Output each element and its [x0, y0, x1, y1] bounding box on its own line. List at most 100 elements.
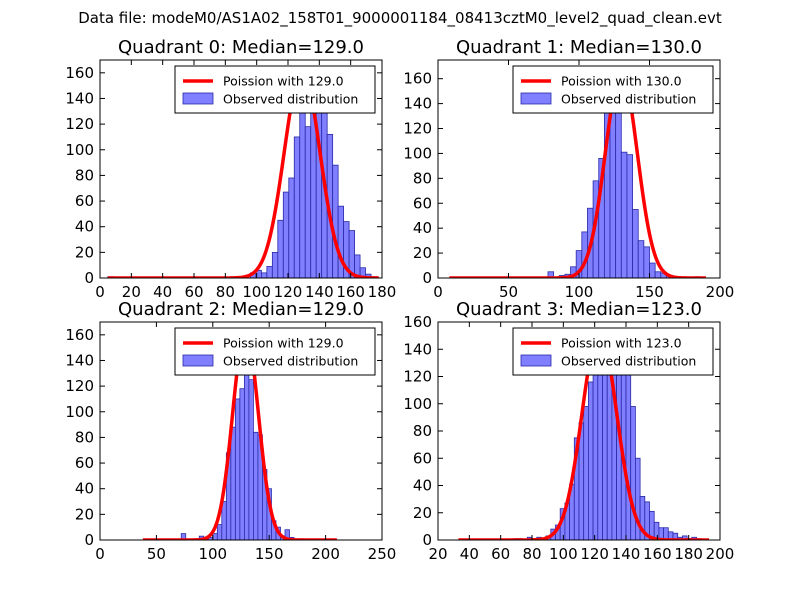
x-tick-label: 80: [216, 283, 235, 301]
y-tick-label: 40: [75, 218, 94, 236]
chart-title: Quadrant 2: Median=129.0: [118, 299, 364, 320]
x-tick-label: 100: [198, 545, 227, 563]
y-tick-label: 80: [75, 166, 94, 184]
y-tick-label: 100: [65, 403, 94, 421]
x-tick-label: 200: [706, 283, 735, 301]
y-tick-label: 160: [403, 313, 432, 331]
axes-frame: [99, 321, 383, 541]
histogram-bar: [620, 151, 628, 278]
chart-title: Quadrant 0: Median=129.0: [118, 37, 364, 58]
chart-panel-0: 0 20 40 60 80 100 120 140 160 1800204060801001201…: [65, 37, 396, 301]
histogram-bar: [234, 398, 241, 540]
histogram-bar: [253, 431, 259, 540]
poisson-model-line: [448, 70, 707, 278]
y-tick-label: 140: [65, 89, 94, 107]
axes-frame: [99, 59, 383, 279]
histogram-bar: [625, 373, 632, 540]
chart-panel-2: 0 50 100 150 200 250 0 20 40 60 80 100 120 140 160 Quad…: [65, 299, 396, 563]
histogram-bar: [588, 381, 594, 540]
x-tick-label: 150: [635, 283, 664, 301]
x-tick-label: 50: [499, 283, 518, 301]
y-tick-label: 140: [65, 351, 94, 369]
chart-title: Quadrant 3: Median=123.0: [456, 299, 702, 320]
histogram-bar: [216, 524, 223, 540]
histogram-bar: [672, 532, 679, 540]
histogram-bar: [180, 533, 187, 540]
histogram-bar: [632, 209, 639, 278]
histogram-bar: [332, 164, 339, 278]
x-tick-label: 50: [147, 545, 166, 563]
histogram-bar: [348, 230, 355, 278]
histogram-bar: [592, 365, 599, 540]
histogram-bar: [354, 254, 361, 278]
x-tick-label: 120: [580, 545, 609, 563]
legend-entry-model: Poission with 129.0: [223, 336, 344, 351]
x-tick-label: 140: [305, 283, 334, 301]
histogram-bar: [649, 262, 656, 278]
histogram-bar: [583, 406, 589, 540]
legend-entry-observed: Observed distribution: [223, 92, 358, 107]
x-tick-label: 120: [274, 283, 303, 301]
y-tick-label: 80: [413, 169, 432, 187]
y-tick-label: 60: [413, 449, 432, 467]
histogram-bar: [266, 266, 273, 278]
legend-entry-observed: Observed distribution: [223, 354, 358, 369]
y-tick-label: 120: [403, 120, 432, 138]
y-tick-label: 100: [403, 144, 432, 162]
x-tick-label: 150: [255, 545, 284, 563]
histogram-bar: [212, 533, 218, 540]
y-tick-label: 40: [75, 480, 94, 498]
histogram-bar: [260, 272, 268, 278]
chart-panel-3: 20 40 60 80 100 120 140 160 180 20002040608010012…: [403, 299, 734, 563]
y-tick-label: 20: [413, 244, 432, 262]
x-tick-label: 20: [428, 545, 447, 563]
histogram-bar: [271, 251, 279, 278]
y-tick-label: 60: [75, 192, 94, 210]
y-tick-label: 160: [65, 326, 94, 344]
x-tick-label: 100: [565, 283, 594, 301]
y-tick-label: 160: [65, 64, 94, 82]
histogram-bar: [248, 379, 254, 540]
y-tick-label: 160: [403, 70, 432, 88]
chart-title: Quadrant 1: Median=130.0: [456, 37, 702, 58]
x-tick-label: 60: [491, 545, 510, 563]
histogram-bar: [304, 126, 312, 278]
histogram-bar: [282, 191, 290, 278]
x-tick-label: 100: [242, 283, 271, 301]
y-tick-label: 0: [84, 531, 94, 549]
legend: Poission with 123.0 Observed distribution: [512, 327, 714, 376]
x-tick-label: 20: [122, 283, 141, 301]
x-tick-label: 160: [336, 283, 365, 301]
x-tick-label: 0: [433, 283, 443, 301]
y-tick-label: 0: [84, 269, 94, 287]
legend-bar-swatch: [182, 92, 214, 105]
histogram-bar: [626, 154, 633, 278]
plot-area: [448, 70, 707, 278]
legend: Poission with 129.0 Observed distribution: [174, 65, 376, 114]
histogram-bar: [277, 219, 284, 278]
x-tick-label: 80: [522, 545, 541, 563]
y-tick-label: 80: [413, 422, 432, 440]
histogram-bar: [239, 388, 245, 540]
histogram-bar: [288, 177, 295, 278]
histogram-bar: [637, 240, 645, 278]
y-tick-label: 140: [403, 95, 432, 113]
y-tick-label: 20: [413, 504, 432, 522]
y-tick-label: 120: [65, 377, 94, 395]
x-tick-label: 140: [612, 545, 641, 563]
y-tick-label: 100: [65, 141, 94, 159]
y-tick-label: 120: [65, 115, 94, 133]
legend-bar-swatch: [520, 92, 552, 105]
legend-box: [512, 65, 714, 114]
x-tick-label: 250: [368, 545, 397, 563]
legend-entry-observed: Observed distribution: [561, 92, 696, 107]
y-tick-label: 60: [75, 454, 94, 472]
legend-box: [512, 327, 714, 376]
legend-bar-swatch: [520, 354, 552, 367]
histogram-bar: [654, 271, 662, 278]
legend-entry-model: Poission with 123.0: [561, 336, 682, 351]
x-tick-label: 0: [95, 283, 105, 301]
legend-bar-swatch: [182, 354, 214, 367]
x-tick-label: 180: [368, 283, 397, 301]
